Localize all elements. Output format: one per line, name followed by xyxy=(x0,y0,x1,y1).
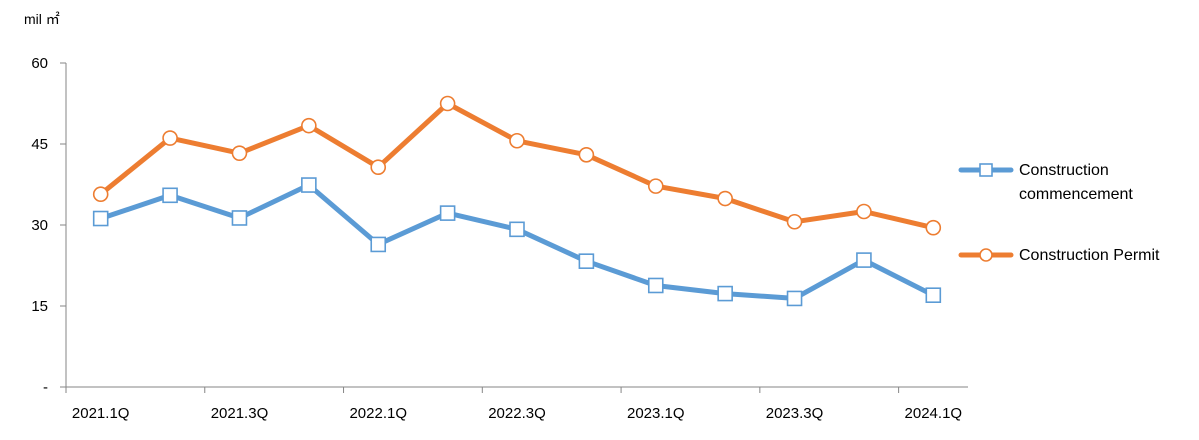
data-point xyxy=(509,132,525,149)
data-point xyxy=(370,236,387,253)
x-tick-label: 2021.3Q xyxy=(211,405,269,422)
data-point xyxy=(439,95,456,112)
series-1 xyxy=(92,95,942,236)
y-tick-label: - xyxy=(43,379,48,396)
legend-label: Construction Permit xyxy=(1019,247,1160,264)
data-point xyxy=(162,187,178,204)
series-0 xyxy=(92,177,942,307)
legend-label: Construction xyxy=(1019,162,1109,179)
data-point xyxy=(647,277,664,294)
y-tick-label: 30 xyxy=(31,217,48,234)
data-point xyxy=(717,285,733,302)
y-axis-unit-label: mil ㎡ xyxy=(24,11,60,27)
legend-marker xyxy=(979,163,993,177)
data-point xyxy=(92,186,109,203)
legend: Construction commencement Construction Per… xyxy=(958,162,1160,264)
y-tick-label: 45 xyxy=(31,136,48,153)
data-point xyxy=(301,177,317,193)
data-point xyxy=(717,190,733,207)
data-point xyxy=(231,210,248,226)
legend-item: Construction Permit xyxy=(958,247,1160,264)
data-point xyxy=(231,145,248,161)
data-point xyxy=(509,221,525,238)
series-line xyxy=(98,182,936,301)
x-tick-label: 2021.1Q xyxy=(72,405,130,422)
data-point xyxy=(578,253,595,269)
series-layer xyxy=(92,95,942,307)
data-point xyxy=(370,159,387,176)
data-point xyxy=(647,178,664,194)
x-tick-label: 2024.1Q xyxy=(905,405,963,422)
data-point xyxy=(578,147,595,163)
data-point xyxy=(786,290,803,307)
legend-marker xyxy=(979,248,993,262)
y-tick-label: 15 xyxy=(31,298,48,315)
x-tick-label: 2022.3Q xyxy=(488,405,546,422)
data-point xyxy=(856,203,872,220)
data-point xyxy=(786,213,803,230)
data-point xyxy=(925,287,942,304)
series-line xyxy=(98,101,936,231)
axis-ticks: - 15 30 45 60 2021.1Q 2021.3Q 2022.1Q 2022.3Q 202… xyxy=(31,55,962,422)
legend-label: commencement xyxy=(1019,186,1133,203)
data-point xyxy=(856,252,872,268)
x-tick-label: 2022.1Q xyxy=(349,405,407,422)
data-point xyxy=(925,219,942,236)
data-point xyxy=(439,205,456,221)
y-tick-label: 60 xyxy=(31,55,48,72)
legend-item: Construction commencement xyxy=(958,162,1133,203)
data-point xyxy=(301,117,317,134)
data-point xyxy=(162,130,178,146)
x-tick-label: 2023.3Q xyxy=(766,405,824,422)
x-tick-label: 2023.1Q xyxy=(627,405,685,422)
data-point xyxy=(92,210,109,227)
